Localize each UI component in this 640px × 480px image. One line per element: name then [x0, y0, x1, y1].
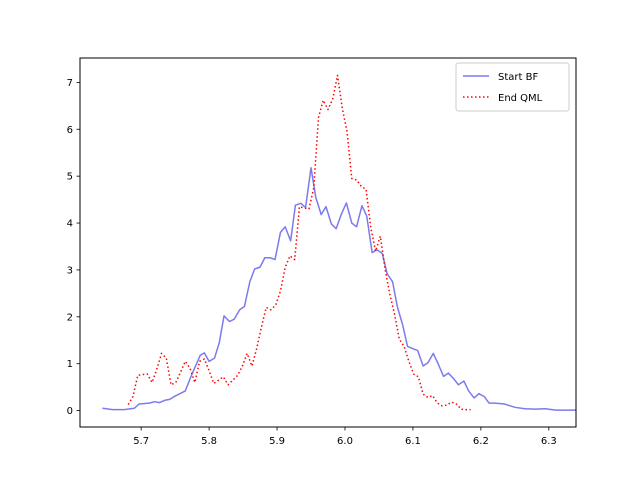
- legend-label-2: End QML: [498, 93, 543, 104]
- series-line-2: [127, 74, 471, 411]
- y-tick-label: 3: [67, 265, 73, 276]
- x-tick-label: 6.2: [473, 436, 489, 447]
- legend-label-1: Start BF: [498, 72, 538, 83]
- series-layer: [102, 74, 576, 411]
- x-tick-label: 5.9: [269, 436, 285, 447]
- y-tick-label: 4: [67, 219, 73, 230]
- x-tick-label: 6.1: [405, 436, 421, 447]
- y-tick-label: 7: [67, 78, 73, 89]
- x-tick-label: 6.0: [337, 436, 353, 447]
- x-axis: 5.7 5.8 5.9 6.0 6.1 6.2 6.3: [133, 427, 557, 447]
- x-tick-label: 5.8: [201, 436, 217, 447]
- legend: Start BF End QML: [455, 62, 570, 112]
- legend-box: [455, 62, 570, 112]
- y-tick-label: 2: [67, 312, 73, 323]
- y-axis: 0 1 2 3 4 5 6 7: [67, 78, 80, 417]
- y-tick-label: 1: [67, 359, 73, 370]
- plot-frame: [79, 57, 577, 428]
- y-tick-label: 6: [67, 125, 73, 136]
- y-tick-label: 5: [67, 172, 73, 183]
- x-tick-label: 5.7: [133, 436, 149, 447]
- y-tick-label: 0: [67, 406, 73, 417]
- x-tick-label: 6.3: [541, 436, 557, 447]
- series-line-1: [102, 166, 576, 411]
